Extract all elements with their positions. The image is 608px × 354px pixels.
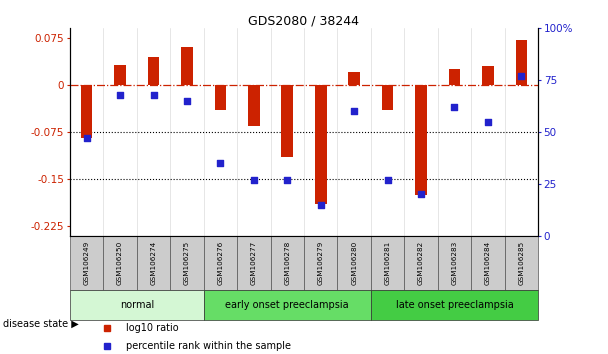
Text: GSM106277: GSM106277: [251, 241, 257, 285]
Bar: [471, 236, 505, 290]
Text: GSM106283: GSM106283: [452, 241, 457, 285]
Bar: [137, 236, 170, 290]
Bar: [81, 85, 92, 138]
Bar: [348, 72, 360, 85]
Bar: [114, 65, 126, 85]
Bar: [282, 85, 293, 157]
Text: GSM106250: GSM106250: [117, 241, 123, 285]
Bar: [438, 236, 471, 290]
Point: [215, 160, 225, 166]
Bar: [505, 236, 538, 290]
Bar: [315, 85, 326, 204]
Point: [349, 108, 359, 114]
Point: [115, 92, 125, 98]
Bar: [103, 236, 137, 290]
Text: GSM106285: GSM106285: [519, 241, 524, 285]
Text: normal: normal: [120, 301, 154, 310]
Point: [449, 104, 460, 110]
Bar: [271, 236, 304, 290]
Bar: [170, 236, 204, 290]
Text: GSM106278: GSM106278: [285, 241, 290, 285]
Bar: [449, 69, 460, 85]
Text: disease state ▶: disease state ▶: [3, 319, 79, 329]
Bar: [215, 85, 226, 110]
Text: early onset preeclampsia: early onset preeclampsia: [226, 301, 349, 310]
Bar: [482, 66, 494, 85]
Text: GSM106281: GSM106281: [385, 241, 390, 285]
Point: [182, 98, 192, 104]
Bar: [248, 85, 260, 126]
Title: GDS2080 / 38244: GDS2080 / 38244: [249, 14, 359, 27]
Bar: [181, 47, 193, 85]
Text: GSM106279: GSM106279: [318, 241, 323, 285]
Bar: [516, 40, 527, 85]
Text: GSM106276: GSM106276: [218, 241, 223, 285]
Bar: [371, 290, 538, 320]
Bar: [337, 236, 371, 290]
Text: GSM106274: GSM106274: [151, 241, 156, 285]
Bar: [304, 236, 337, 290]
Text: GSM106282: GSM106282: [418, 241, 424, 285]
Bar: [237, 236, 271, 290]
Text: GSM106284: GSM106284: [485, 241, 491, 285]
Bar: [404, 236, 438, 290]
Point: [483, 119, 492, 125]
Point: [282, 177, 292, 183]
Bar: [204, 290, 371, 320]
Text: GSM106275: GSM106275: [184, 241, 190, 285]
Text: late onset preeclampsia: late onset preeclampsia: [396, 301, 513, 310]
Bar: [148, 57, 159, 85]
Point: [316, 202, 326, 207]
Point: [249, 177, 258, 183]
Text: log10 ratio: log10 ratio: [126, 323, 179, 333]
Text: percentile rank within the sample: percentile rank within the sample: [126, 341, 291, 351]
Point: [81, 136, 91, 141]
Point: [148, 92, 158, 98]
Bar: [415, 85, 427, 195]
Point: [383, 177, 393, 183]
Bar: [70, 236, 103, 290]
Text: GSM106249: GSM106249: [84, 241, 89, 285]
Text: GSM106280: GSM106280: [351, 241, 357, 285]
Bar: [382, 85, 393, 110]
Bar: [371, 236, 404, 290]
Point: [516, 73, 526, 79]
Bar: [70, 290, 204, 320]
Point: [416, 192, 426, 197]
Bar: [204, 236, 237, 290]
